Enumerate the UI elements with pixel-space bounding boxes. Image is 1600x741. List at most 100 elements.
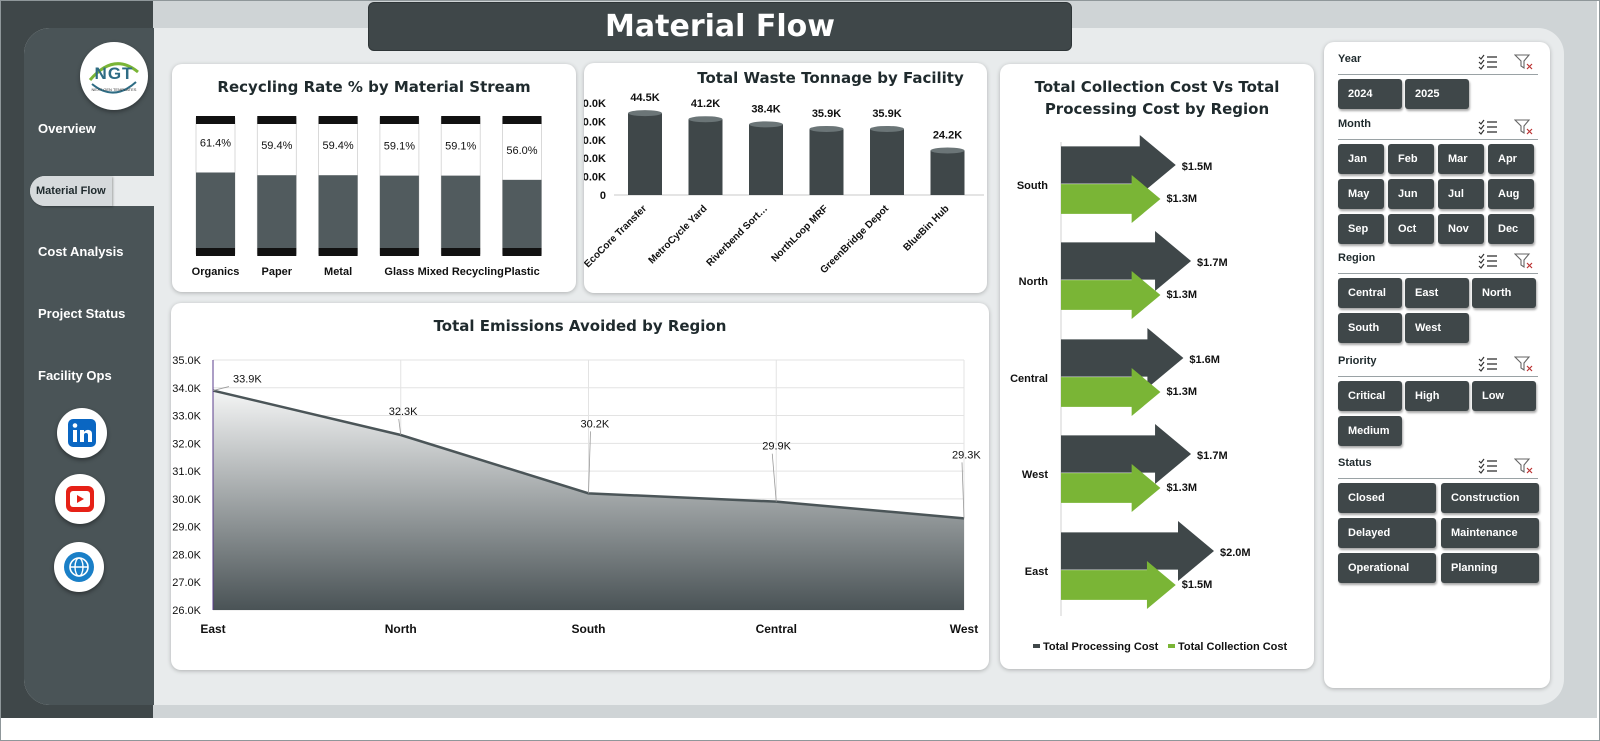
nav-item-material-flow[interactable]: Material Flow: [30, 176, 112, 206]
slicer-option-status-planning[interactable]: Planning: [1441, 553, 1539, 583]
y-tick-label: 10.0K: [584, 172, 606, 184]
youtube-button[interactable]: [55, 474, 105, 524]
category-label: BlueBin Hub: [901, 203, 951, 253]
y-tick-label: 30.0K: [584, 135, 606, 147]
data-label: $1.7M: [1197, 450, 1228, 462]
clear-filter-icon[interactable]: [1514, 356, 1534, 372]
slicer-option-status-maintenance[interactable]: Maintenance: [1441, 518, 1539, 548]
slicer-option-month-apr[interactable]: Apr: [1488, 144, 1534, 174]
slicer-option-priority-high[interactable]: High: [1405, 381, 1469, 411]
slicer-divider: [1338, 273, 1538, 274]
cylinder-cap-top: [196, 116, 235, 124]
slicer-option-status-operational[interactable]: Operational: [1338, 553, 1436, 583]
data-label: 24.2K: [933, 129, 962, 141]
cylinder-cap-bottom: [441, 248, 481, 256]
multi-select-icon[interactable]: [1478, 119, 1498, 135]
slicer-option-month-oct[interactable]: Oct: [1388, 214, 1434, 244]
nav-item-cost-analysis[interactable]: Cost Analysis: [38, 244, 124, 259]
website-button[interactable]: [54, 542, 104, 592]
data-label: 30.2K: [581, 418, 610, 430]
cylinder-cap-top: [502, 116, 542, 124]
category-label: South: [572, 622, 606, 636]
cost-region-title: Total Collection Cost Vs Total Processin…: [1034, 78, 1280, 118]
slicer-divider: [1338, 478, 1538, 479]
slicer-option-priority-low[interactable]: Low: [1472, 381, 1536, 411]
slicer-option-month-jul[interactable]: Jul: [1438, 179, 1484, 209]
legend-label: Total Collection Cost: [1178, 641, 1288, 653]
nav-item-facility-ops[interactable]: Facility Ops: [38, 368, 112, 383]
category-label: East: [200, 622, 225, 636]
slicer-option-month-jun[interactable]: Jun: [1388, 179, 1434, 209]
slicer-title-priority: Priority: [1338, 355, 1377, 367]
multi-select-icon[interactable]: [1478, 253, 1498, 269]
slicer-option-region-south[interactable]: South: [1338, 313, 1402, 343]
slicer-option-month-aug[interactable]: Aug: [1488, 179, 1534, 209]
clear-filter-icon[interactable]: [1514, 253, 1534, 269]
slicer-option-status-construction[interactable]: Construction: [1441, 483, 1539, 513]
nav-item-project-status[interactable]: Project Status: [38, 306, 126, 321]
slicer-option-month-mar[interactable]: Mar: [1438, 144, 1484, 174]
slicer-option-month-feb[interactable]: Feb: [1388, 144, 1434, 174]
youtube-icon: [66, 486, 94, 512]
slicer-option-region-north[interactable]: North: [1472, 278, 1536, 308]
clear-filter-icon[interactable]: [1514, 54, 1534, 70]
globe-icon: [64, 552, 94, 582]
bar: [196, 172, 235, 248]
leader-line: [398, 418, 402, 436]
slicer-option-status-delayed[interactable]: Delayed: [1338, 518, 1436, 548]
y-tick-label: 27.0K: [172, 577, 201, 589]
linkedin-icon: [68, 419, 96, 447]
clear-filter-icon[interactable]: [1514, 119, 1534, 135]
slicer-option-year-2025[interactable]: 2025: [1405, 79, 1469, 109]
logo-swoosh-icon: [88, 62, 139, 94]
slicer-option-status-closed[interactable]: Closed: [1338, 483, 1436, 513]
collection-cost-arrow: [1061, 561, 1176, 609]
slicer-option-region-east[interactable]: East: [1405, 278, 1469, 308]
category-label: East: [1025, 566, 1049, 578]
processing-cost-arrow: [1061, 521, 1214, 581]
processing-cost-arrow: [1061, 424, 1192, 484]
category-label: Central: [756, 622, 797, 636]
clear-filter-icon[interactable]: [1514, 458, 1534, 474]
slicer-option-month-may[interactable]: May: [1338, 179, 1384, 209]
multi-select-icon[interactable]: [1478, 54, 1498, 70]
logo-subtext: NEXT GEN TEMPLATES: [91, 87, 137, 92]
logo-text: NGT: [94, 64, 134, 83]
category-label: GreenBridge Depot: [819, 203, 892, 276]
data-label: 59.4%: [322, 140, 353, 152]
recycling-rate-title: Recycling Rate % by Material Stream: [217, 78, 531, 96]
slicer-option-month-jan[interactable]: Jan: [1338, 144, 1384, 174]
linkedin-button[interactable]: [57, 408, 107, 458]
slicer-option-month-dec[interactable]: Dec: [1488, 214, 1534, 244]
slicer-option-priority-critical[interactable]: Critical: [1338, 381, 1402, 411]
bar: [749, 124, 783, 195]
bar: [318, 175, 358, 248]
multi-select-icon[interactable]: [1478, 458, 1498, 474]
waste-tonnage-chart: 50.0K 40.0K 30.0K 20.0K 10.0K 0 44.5K EcoCore T…: [584, 92, 984, 276]
processing-cost-arrow: [1061, 328, 1184, 388]
multi-select-icon[interactable]: [1478, 356, 1498, 372]
category-label: Plastic: [504, 266, 539, 278]
slicer-option-month-nov[interactable]: Nov: [1438, 214, 1484, 244]
slicer-option-year-2024[interactable]: 2024: [1338, 79, 1402, 109]
legend-swatch-processing: [1033, 644, 1040, 648]
y-tick-label: 31.0K: [172, 466, 201, 478]
logo[interactable]: NGT NEXT GEN TEMPLATES: [80, 42, 148, 110]
category-label: Organics: [192, 266, 240, 278]
bar-top: [688, 116, 723, 123]
slicer-option-region-west[interactable]: West: [1405, 313, 1469, 343]
nav-item-overview[interactable]: Overview: [38, 121, 96, 136]
slicer-option-priority-medium[interactable]: Medium: [1338, 416, 1402, 446]
slicer-option-month-sep[interactable]: Sep: [1338, 214, 1384, 244]
data-label: 41.2K: [691, 98, 720, 110]
data-label: 61.4%: [200, 137, 231, 149]
category-label: South: [1017, 180, 1048, 192]
bar: [257, 175, 297, 248]
leader-line: [961, 462, 965, 519]
y-tick-label: 32.0K: [172, 438, 201, 450]
slicer-option-region-central[interactable]: Central: [1338, 278, 1402, 308]
collection-cost-arrow: [1061, 175, 1161, 223]
slicer-title-region: Region: [1338, 252, 1376, 264]
bar: [870, 128, 904, 195]
category-label: Glass: [384, 266, 414, 278]
